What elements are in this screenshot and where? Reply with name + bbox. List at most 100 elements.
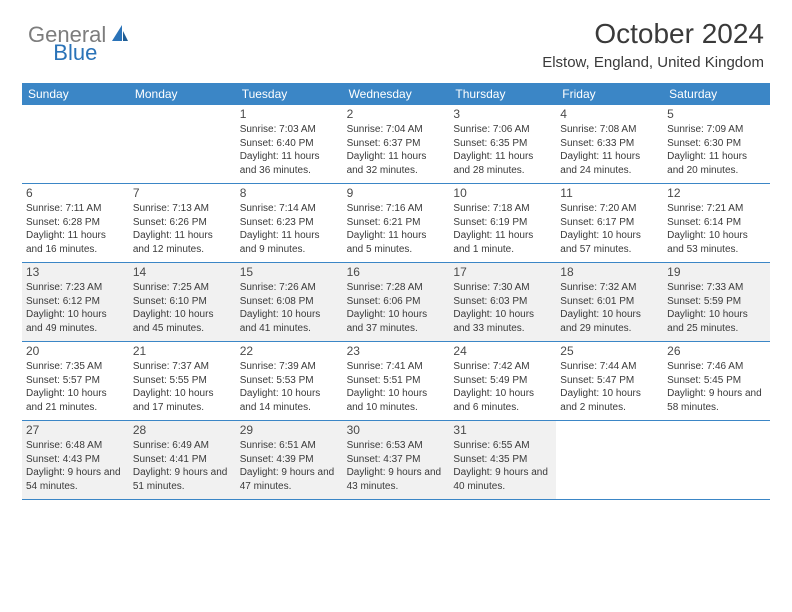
sunset-line: Sunset: 6:10 PM [133,295,232,309]
sunset-line: Sunset: 5:47 PM [560,374,659,388]
daylight-line: Daylight: 11 hours and 1 minute. [453,229,552,256]
day-number: 16 [347,265,446,279]
calendar-day: 31Sunrise: 6:55 AMSunset: 4:35 PMDayligh… [449,421,556,499]
logo: General Blue [28,22,175,48]
sunrise-line: Sunrise: 7:13 AM [133,202,232,216]
calendar-day: 14Sunrise: 7:25 AMSunset: 6:10 PMDayligh… [129,263,236,341]
calendar-day: 2Sunrise: 7:04 AMSunset: 6:37 PMDaylight… [343,105,450,183]
sunrise-line: Sunrise: 7:35 AM [26,360,125,374]
daylight-line: Daylight: 9 hours and 58 minutes. [667,387,766,414]
calendar-week-row: 13Sunrise: 7:23 AMSunset: 6:12 PMDayligh… [22,263,770,342]
calendar-day: 18Sunrise: 7:32 AMSunset: 6:01 PMDayligh… [556,263,663,341]
day-number: 23 [347,344,446,358]
day-number: 18 [560,265,659,279]
day-number: 13 [26,265,125,279]
daylight-line: Daylight: 11 hours and 36 minutes. [240,150,339,177]
daylight-line: Daylight: 11 hours and 32 minutes. [347,150,446,177]
location: Elstow, England, United Kingdom [542,54,764,71]
calendar-day: 1Sunrise: 7:03 AMSunset: 6:40 PMDaylight… [236,105,343,183]
day-number: 20 [26,344,125,358]
daylight-line: Daylight: 10 hours and 2 minutes. [560,387,659,414]
calendar-day: 24Sunrise: 7:42 AMSunset: 5:49 PMDayligh… [449,342,556,420]
day-number: 4 [560,107,659,121]
calendar-day: 21Sunrise: 7:37 AMSunset: 5:55 PMDayligh… [129,342,236,420]
calendar-week-row: 27Sunrise: 6:48 AMSunset: 4:43 PMDayligh… [22,421,770,500]
day-number: 30 [347,423,446,437]
day-number: 28 [133,423,232,437]
daylight-line: Daylight: 10 hours and 53 minutes. [667,229,766,256]
calendar-day: 15Sunrise: 7:26 AMSunset: 6:08 PMDayligh… [236,263,343,341]
daylight-line: Daylight: 10 hours and 10 minutes. [347,387,446,414]
sunrise-line: Sunrise: 7:39 AM [240,360,339,374]
sunset-line: Sunset: 6:12 PM [26,295,125,309]
day-number: 1 [240,107,339,121]
sunset-line: Sunset: 6:33 PM [560,137,659,151]
calendar-day: 13Sunrise: 7:23 AMSunset: 6:12 PMDayligh… [22,263,129,341]
calendar-day: 4Sunrise: 7:08 AMSunset: 6:33 PMDaylight… [556,105,663,183]
daylight-line: Daylight: 10 hours and 25 minutes. [667,308,766,335]
sunset-line: Sunset: 5:57 PM [26,374,125,388]
daylight-line: Daylight: 9 hours and 43 minutes. [347,466,446,493]
calendar-day: 27Sunrise: 6:48 AMSunset: 4:43 PMDayligh… [22,421,129,499]
sunset-line: Sunset: 6:17 PM [560,216,659,230]
day-number: 22 [240,344,339,358]
calendar-day: 25Sunrise: 7:44 AMSunset: 5:47 PMDayligh… [556,342,663,420]
calendar-day: 7Sunrise: 7:13 AMSunset: 6:26 PMDaylight… [129,184,236,262]
calendar: SundayMondayTuesdayWednesdayThursdayFrid… [22,83,770,500]
day-number: 9 [347,186,446,200]
calendar-day: 3Sunrise: 7:06 AMSunset: 6:35 PMDaylight… [449,105,556,183]
weekday-header: Thursday [449,83,556,105]
sunrise-line: Sunrise: 7:33 AM [667,281,766,295]
calendar-day: 5Sunrise: 7:09 AMSunset: 6:30 PMDaylight… [663,105,770,183]
daylight-line: Daylight: 10 hours and 6 minutes. [453,387,552,414]
sunset-line: Sunset: 6:35 PM [453,137,552,151]
calendar-day: 22Sunrise: 7:39 AMSunset: 5:53 PMDayligh… [236,342,343,420]
day-number: 3 [453,107,552,121]
sunrise-line: Sunrise: 7:42 AM [453,360,552,374]
sunrise-line: Sunrise: 6:53 AM [347,439,446,453]
sunrise-line: Sunrise: 6:49 AM [133,439,232,453]
daylight-line: Daylight: 11 hours and 5 minutes. [347,229,446,256]
calendar-day: 28Sunrise: 6:49 AMSunset: 4:41 PMDayligh… [129,421,236,499]
day-number: 31 [453,423,552,437]
sunset-line: Sunset: 6:19 PM [453,216,552,230]
daylight-line: Daylight: 10 hours and 45 minutes. [133,308,232,335]
day-number: 25 [560,344,659,358]
calendar-day: 23Sunrise: 7:41 AMSunset: 5:51 PMDayligh… [343,342,450,420]
daylight-line: Daylight: 11 hours and 9 minutes. [240,229,339,256]
sunrise-line: Sunrise: 7:32 AM [560,281,659,295]
logo-sail-icon [110,23,130,48]
daylight-line: Daylight: 10 hours and 49 minutes. [26,308,125,335]
day-number: 11 [560,186,659,200]
calendar-day: 12Sunrise: 7:21 AMSunset: 6:14 PMDayligh… [663,184,770,262]
calendar-day-empty [129,105,236,183]
daylight-line: Daylight: 11 hours and 12 minutes. [133,229,232,256]
day-number: 24 [453,344,552,358]
weekday-header: Sunday [22,83,129,105]
weekday-header: Monday [129,83,236,105]
sunset-line: Sunset: 6:06 PM [347,295,446,309]
day-number: 6 [26,186,125,200]
calendar-day-empty [663,421,770,499]
sunset-line: Sunset: 6:28 PM [26,216,125,230]
calendar-day: 26Sunrise: 7:46 AMSunset: 5:45 PMDayligh… [663,342,770,420]
sunset-line: Sunset: 4:35 PM [453,453,552,467]
calendar-week-row: 1Sunrise: 7:03 AMSunset: 6:40 PMDaylight… [22,105,770,184]
day-number: 26 [667,344,766,358]
daylight-line: Daylight: 11 hours and 16 minutes. [26,229,125,256]
sunrise-line: Sunrise: 7:08 AM [560,123,659,137]
sunset-line: Sunset: 6:26 PM [133,216,232,230]
day-number: 14 [133,265,232,279]
day-number: 17 [453,265,552,279]
sunrise-line: Sunrise: 7:41 AM [347,360,446,374]
day-number: 15 [240,265,339,279]
daylight-line: Daylight: 9 hours and 47 minutes. [240,466,339,493]
sunrise-line: Sunrise: 7:28 AM [347,281,446,295]
sunrise-line: Sunrise: 7:09 AM [667,123,766,137]
daylight-line: Daylight: 9 hours and 40 minutes. [453,466,552,493]
sunset-line: Sunset: 4:43 PM [26,453,125,467]
sunrise-line: Sunrise: 7:16 AM [347,202,446,216]
day-number: 2 [347,107,446,121]
weekday-header-row: SundayMondayTuesdayWednesdayThursdayFrid… [22,83,770,105]
daylight-line: Daylight: 9 hours and 51 minutes. [133,466,232,493]
